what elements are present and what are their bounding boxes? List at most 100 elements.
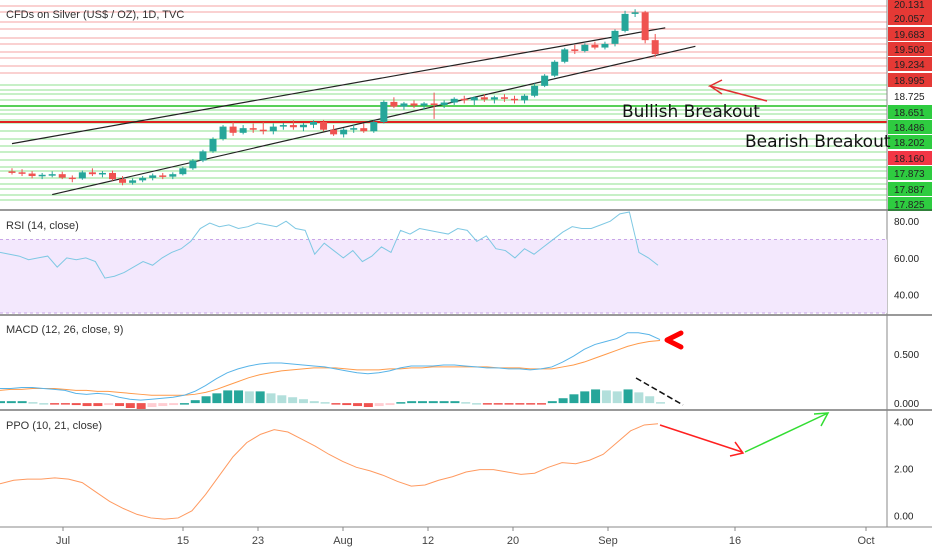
candle-body [119,179,127,183]
macd-histogram-bar [298,399,308,404]
candle-body [340,129,348,135]
macd-histogram-bar [342,403,352,406]
bearish-breakout-label: Bearish Breakout [745,132,891,152]
ppo-arrow-down-head [729,441,745,457]
price-level-label: 17.873 [894,169,925,180]
price-level-badge [888,42,932,56]
macd-histogram-bar [580,391,590,404]
price-level-label: 19.683 [894,30,925,41]
macd-histogram-bar [104,403,114,406]
macd-histogram-bar [656,402,665,404]
macd-histogram-bar [28,402,38,404]
candle-body [641,12,649,41]
candle-body [631,12,639,14]
macd-histogram-bar [277,395,287,404]
macd-histogram-bar [515,403,525,405]
candle-body [139,177,147,181]
macd-histogram-bar [288,397,298,404]
price-level-label: 18.725 [894,92,925,103]
candle-body [8,171,16,173]
candle-body [651,40,659,55]
macd-tick-label: 0.500 [894,350,919,361]
macd-histogram-bar [266,393,276,404]
ppo-tick-label: 2.00 [894,465,914,476]
candle-body [541,75,549,86]
candle-body [299,124,307,128]
candle-body [38,174,46,177]
candle-body [470,97,478,101]
price-level-badge [888,11,932,25]
macd-histogram-bar [115,403,125,407]
macd-histogram-bar [417,401,427,404]
price-level-badge [888,120,932,134]
candle-body [561,49,569,62]
macd-histogram-bar [461,402,471,404]
candle-body [109,172,116,180]
candle-body [48,174,56,176]
price-level-label: 19.234 [894,60,925,71]
price-level-badge [888,151,932,165]
candle-body [58,174,66,178]
price-level-label: 18.486 [894,123,925,134]
x-tick-label: Aug [333,535,353,547]
macd-histogram-bar [428,401,438,404]
x-tick-label: 20 [507,535,519,547]
candle-body [591,44,599,48]
ppo-tick-label: 4.00 [894,417,914,428]
candle-body [360,128,368,132]
macd-histogram-bar [385,403,395,406]
trendline [11,27,666,145]
candle-body [430,103,438,105]
ppo-arrow-down [659,424,743,453]
macd-histogram-bar [93,403,103,407]
price-level-label: 18.202 [894,138,925,149]
price-level-label: 17.887 [894,185,925,196]
candle-body [390,101,398,107]
macd-histogram-bar [82,403,92,407]
macd-histogram-bar [526,403,536,405]
ppo-panel: 4.00 2.00 0.00 [0,412,914,523]
price-level-label: 19.503 [894,45,925,56]
macd-histogram-bar [223,390,233,404]
price-level-badge [888,57,932,71]
candle-body [88,172,96,175]
price-level-badge [888,166,932,180]
candle-body [350,128,358,130]
macd-histogram-bar [6,401,16,404]
candle-body [159,175,167,177]
x-tick-label: 15 [177,535,189,547]
candle-body [209,138,217,152]
macd-histogram-bar [190,400,200,404]
candle-body [249,128,257,130]
macd-histogram-bar [60,403,70,405]
macd-histogram-bar [536,403,546,405]
macd-histogram-bar [125,403,135,408]
candle-body [149,175,157,178]
candle-body [219,126,227,139]
candle-body [571,49,579,51]
macd-histogram-bar [439,401,449,404]
candle-body [440,102,448,105]
macd-panel: 0.500 0.000 [0,330,919,410]
macd-histogram-bar [50,403,60,405]
candle-body [490,97,498,100]
x-tick-label: Jul [56,535,70,547]
macd-histogram-bar [179,403,189,405]
macd-histogram-bar [547,401,557,404]
macd-histogram-bar [612,391,622,404]
macd-histogram-bar [504,403,514,405]
candle-body [330,129,338,135]
macd-histogram-bar [634,392,644,404]
price-level-badge [888,197,932,211]
candle-body [269,126,277,132]
rsi-tick-label: 80.00 [894,217,919,228]
candle-body [531,85,539,96]
price-level-badge [888,27,932,41]
candle-body [380,101,388,122]
candle-body [68,177,76,180]
macd-histogram-bar [472,403,482,405]
ppo-arrow-up-head [813,412,830,427]
macd-histogram-bar [450,401,460,404]
candle-body [410,103,418,106]
macd-histogram-bar [407,401,417,404]
